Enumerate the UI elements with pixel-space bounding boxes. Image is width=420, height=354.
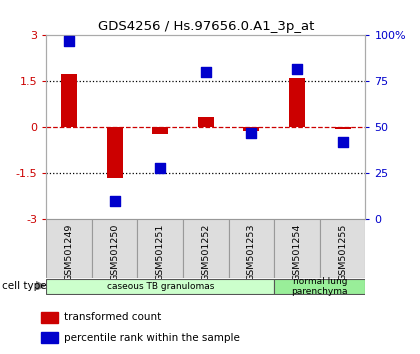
Bar <box>198 117 214 127</box>
Text: cell type: cell type <box>2 281 47 291</box>
Text: caseous TB granulomas: caseous TB granulomas <box>107 282 214 291</box>
Bar <box>137 219 183 278</box>
Bar <box>228 219 274 278</box>
Text: GSM501253: GSM501253 <box>247 224 256 281</box>
Bar <box>274 219 320 278</box>
Text: percentile rank within the sample: percentile rank within the sample <box>64 332 240 343</box>
Text: GSM501252: GSM501252 <box>201 224 210 281</box>
Point <box>339 139 346 145</box>
Point <box>202 69 209 75</box>
Text: GSM501255: GSM501255 <box>338 224 347 281</box>
Bar <box>41 332 58 343</box>
Text: GSM501249: GSM501249 <box>65 224 73 281</box>
Bar <box>92 219 137 278</box>
Bar <box>61 74 77 127</box>
Bar <box>152 127 168 133</box>
Bar <box>320 219 365 278</box>
Bar <box>46 279 274 294</box>
Point <box>111 198 118 204</box>
Bar <box>183 219 228 278</box>
Bar <box>289 78 305 127</box>
Text: GSM501250: GSM501250 <box>110 224 119 281</box>
Polygon shape <box>36 281 45 290</box>
Text: GSM501251: GSM501251 <box>156 224 165 281</box>
Point <box>157 165 163 171</box>
Bar <box>46 219 92 278</box>
Bar <box>335 127 351 129</box>
Bar <box>274 279 365 294</box>
Text: GSM501254: GSM501254 <box>292 224 302 281</box>
Text: normal lung
parenchyma: normal lung parenchyma <box>291 276 348 296</box>
Point <box>66 38 72 44</box>
Point <box>248 130 255 136</box>
Title: GDS4256 / Hs.97656.0.A1_3p_at: GDS4256 / Hs.97656.0.A1_3p_at <box>97 20 314 33</box>
Bar <box>41 312 58 323</box>
Bar <box>107 127 123 178</box>
Point <box>294 66 300 72</box>
Text: transformed count: transformed count <box>64 312 161 322</box>
Bar <box>244 127 260 131</box>
